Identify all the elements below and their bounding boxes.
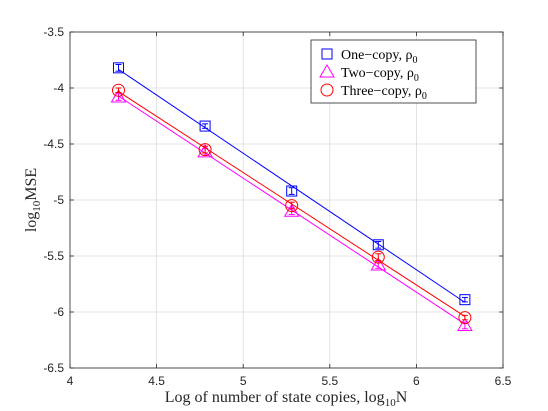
series-1-point bbox=[459, 294, 471, 306]
series-3-point bbox=[458, 311, 472, 325]
ticks: 4 4.5 5 5.5 6 6.5 -3.5 -4 -4.5 -5 -5.5 -6 -6.5 bbox=[43, 25, 511, 388]
x-tick-label: 6 bbox=[413, 374, 420, 388]
series-2-point bbox=[457, 317, 473, 331]
y-axis-title: log10MSE bbox=[23, 168, 43, 232]
series-1-point bbox=[372, 239, 384, 251]
y-tick-label: -3.5 bbox=[43, 25, 64, 39]
x-tick-label: 4 bbox=[67, 374, 74, 388]
series-2-point bbox=[110, 88, 127, 103]
series-1-point bbox=[199, 120, 211, 132]
y-tick-label: -4.5 bbox=[43, 137, 64, 151]
y-tick-label: -4 bbox=[53, 81, 64, 95]
series-3-point bbox=[198, 143, 212, 157]
x-tick-label: 5.5 bbox=[321, 374, 338, 388]
series-3-point bbox=[285, 199, 299, 213]
y-tick-label: -5 bbox=[53, 193, 64, 207]
legend-marker-3 bbox=[320, 83, 334, 97]
legend-marker-1 bbox=[321, 48, 333, 60]
grid bbox=[69, 31, 504, 369]
series-2-point bbox=[370, 256, 387, 271]
y-tick-label: -5.5 bbox=[43, 249, 64, 263]
series-2-point bbox=[197, 143, 213, 158]
series-layer bbox=[110, 62, 473, 331]
legend-box bbox=[310, 39, 477, 104]
series-1-point bbox=[286, 185, 298, 197]
legend-marker-2 bbox=[319, 64, 335, 78]
y-tick-label: -6 bbox=[53, 305, 64, 319]
x-axis-title: Log of number of state copies, log10N bbox=[165, 389, 408, 409]
x-tick-label: 5 bbox=[240, 374, 247, 388]
x-tick-label: 6.5 bbox=[495, 374, 512, 388]
series-1-point bbox=[112, 62, 124, 74]
legend-label-1: One−copy, ρ0 bbox=[341, 48, 418, 66]
series-3-point bbox=[371, 250, 385, 264]
y-tick-label: -6.5 bbox=[43, 361, 64, 375]
series-3-point bbox=[111, 83, 125, 97]
legend-label-3: Three−copy, ρ0 bbox=[341, 84, 427, 102]
x-tick-label: 4.5 bbox=[148, 374, 165, 388]
legend-label-2: Two−copy, ρ0 bbox=[341, 66, 419, 84]
